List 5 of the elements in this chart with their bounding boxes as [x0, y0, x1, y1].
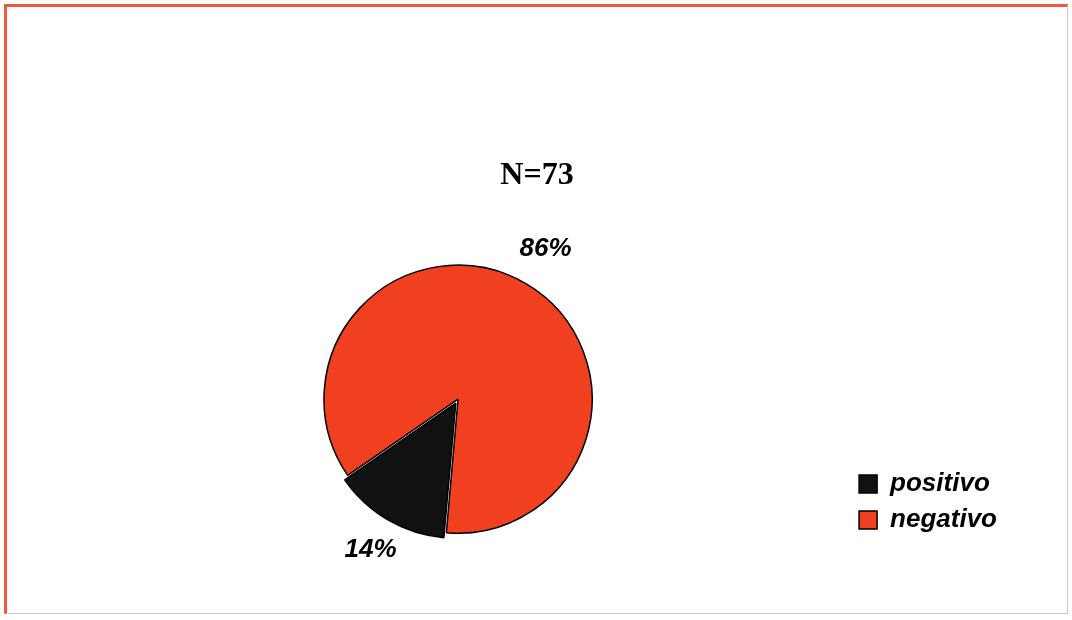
data-label: 14%	[344, 532, 397, 563]
legend-label: negativo	[890, 503, 998, 534]
chart-title: N=73	[500, 155, 574, 192]
legend-label: positivo	[889, 467, 990, 498]
data-label: 86%	[519, 231, 572, 262]
